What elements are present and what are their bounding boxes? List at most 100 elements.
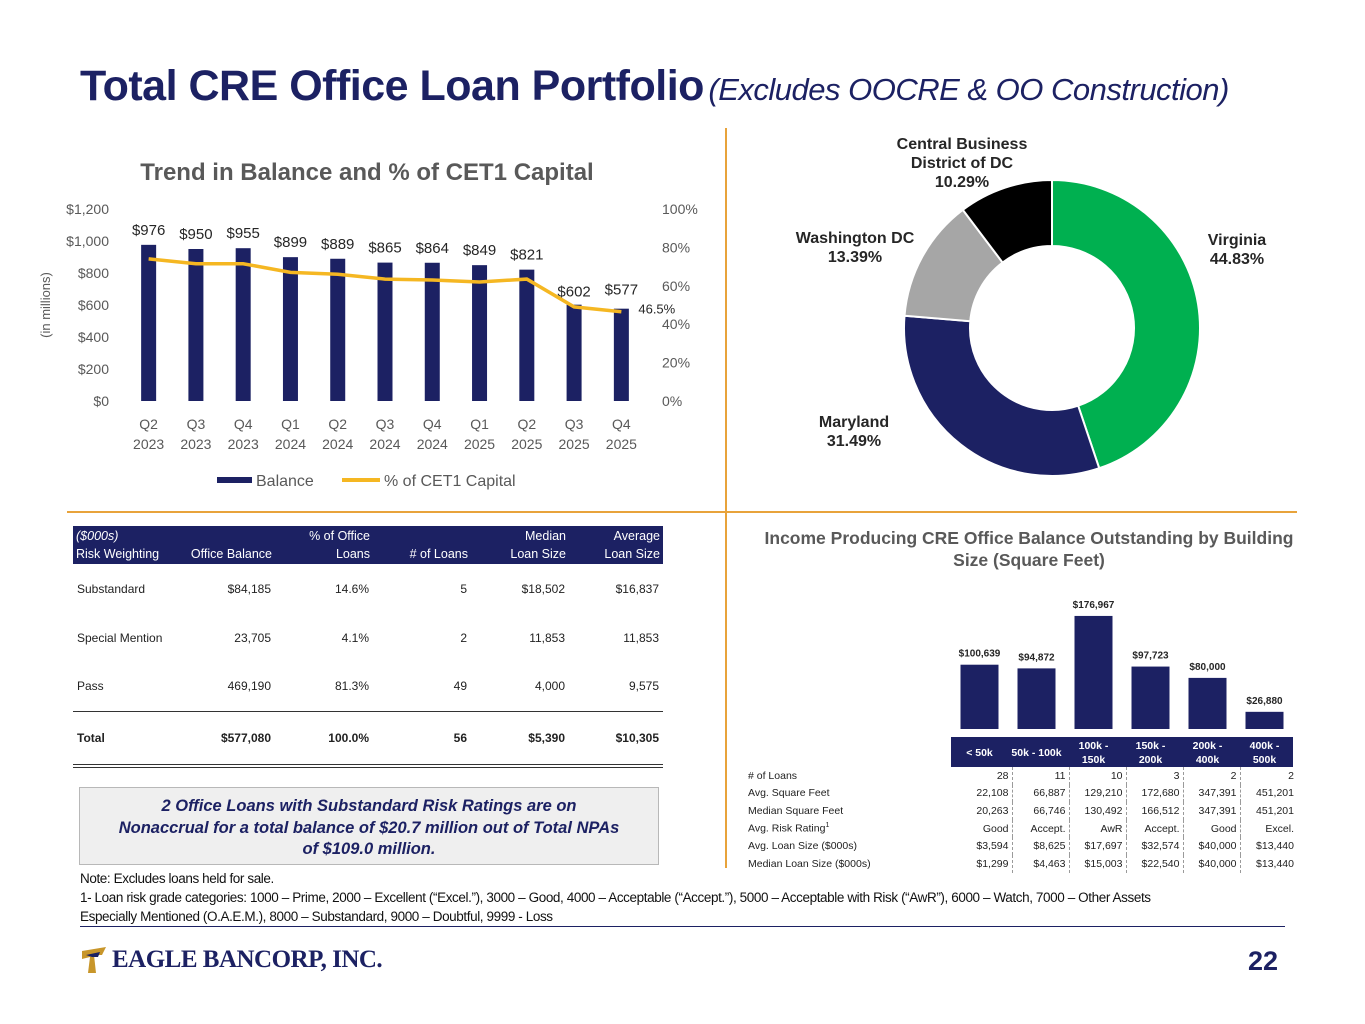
y2-tick-label: 60% <box>662 278 690 294</box>
building-cell: 129,210 <box>1068 784 1126 803</box>
x-tick-label: Q2 <box>139 416 158 432</box>
y2-tick-label: 20% <box>662 355 690 371</box>
cell: 4,000 <box>534 679 565 694</box>
building-cell: 11 <box>1011 767 1069 785</box>
header-average-loan-size: Average Loan Size <box>569 526 663 564</box>
building-bar <box>960 664 999 729</box>
cell: Special Mention <box>77 630 163 645</box>
building-cell: 2 <box>1239 767 1297 785</box>
building-size-table: # of Loans 28 11 10 3 2 2 Avg. Square Feet 22,10… <box>745 767 1297 873</box>
cell: 14.6% <box>334 581 369 596</box>
bar-value-label: $821 <box>510 247 543 264</box>
balance-bar <box>472 265 488 401</box>
table-row: Special Mention 23,705 4.1% 2 11,853 11,… <box>73 613 663 662</box>
x-tick-label: 2023 <box>228 436 259 452</box>
cell: 23,705 <box>234 630 271 645</box>
y2-tick-label: 40% <box>662 316 690 332</box>
balance-bar <box>330 258 346 401</box>
building-bar <box>1131 666 1170 729</box>
building-cell: Good <box>1182 819 1240 838</box>
x-tick-label: Q4 <box>423 416 442 432</box>
cell: 5 <box>460 581 467 596</box>
building-category-label: 100k - <box>1079 740 1109 752</box>
building-cell: Accept. <box>1125 819 1183 838</box>
cell: $84,185 <box>227 581 271 596</box>
company-logo: EAGLE BANCORP, INC. <box>80 945 383 975</box>
building-cell: 22,108 <box>976 787 1009 800</box>
note-line: 1- Loan risk grade categories: 1000 – Pr… <box>80 890 1151 905</box>
y2-tick-label: 80% <box>662 239 690 255</box>
cell: 56 <box>373 710 471 768</box>
slice-label: 31.49% <box>827 433 881 450</box>
x-tick-label: Q3 <box>565 416 584 432</box>
building-bar-label: $97,723 <box>1132 651 1169 662</box>
cell: 9,575 <box>628 679 659 694</box>
slice-label: 44.83% <box>1210 251 1264 268</box>
bar-value-label: $602 <box>557 284 590 301</box>
legend-cet1-swatch <box>342 478 380 482</box>
cell: 81.3% <box>334 679 369 694</box>
callout-line: Nonaccrual for a total balance of $20.7 … <box>118 818 620 837</box>
building-table-row: Avg. Risk Rating1 Good Accept. AwR Accept. Go… <box>745 819 1297 838</box>
building-chart-title: Income Producing CRE Office Balance Outs… <box>765 528 1294 548</box>
building-cell: 66,746 <box>1011 802 1069 820</box>
x-tick-label: 2025 <box>559 436 590 452</box>
building-cell: Good <box>982 822 1009 835</box>
building-cell: 3 <box>1125 767 1183 785</box>
building-bar-label: $94,872 <box>1018 652 1055 663</box>
building-row-label: Avg. Loan Size ($000s) <box>748 840 857 853</box>
balance-bar <box>188 249 204 401</box>
bar-value-label: $865 <box>368 240 401 257</box>
slice-label: Maryland <box>819 414 889 431</box>
building-row-label: Median Square Feet <box>748 804 844 817</box>
y2-tick-label: 100% <box>662 201 698 217</box>
building-cell: 347,391 <box>1182 802 1240 820</box>
table-row: Pass 469,190 81.3% 49 4,000 9,575 <box>73 662 663 711</box>
slice-label: Washington DC <box>796 230 915 247</box>
building-cell: 451,201 <box>1239 802 1297 820</box>
balance-bar <box>566 304 582 401</box>
note-line: Note: Excludes loans held for sale. <box>80 871 274 886</box>
cell: $18,502 <box>521 581 565 596</box>
slice-label: Virginia <box>1208 232 1266 249</box>
building-category-label: 500k <box>1253 754 1277 766</box>
x-tick-label: 2023 <box>133 436 164 452</box>
building-cell: 28 <box>996 769 1009 782</box>
building-cell: $40,000 <box>1182 837 1240 855</box>
donut-chart: Virginia 44.83% Maryland 31.49% Washington D… <box>796 136 1266 477</box>
building-bar-label: $80,000 <box>1189 662 1226 673</box>
x-tick-label: Q3 <box>187 416 206 432</box>
x-tick-label: Q1 <box>470 416 489 432</box>
footer-divider <box>80 926 1285 927</box>
building-cell: 347,391 <box>1182 784 1240 803</box>
building-category-label: 50k - 100k <box>1011 747 1061 759</box>
header-num-loans: # of Loans <box>373 526 471 564</box>
cell: 2 <box>460 630 467 645</box>
building-cell: 130,492 <box>1068 802 1126 820</box>
x-tick-label: Q4 <box>234 416 253 432</box>
table-total-row: Total $577,080 100.0% 56 $5,390 $10,305 <box>73 710 663 768</box>
donut-slice <box>1051 178 1201 470</box>
building-cell: 2 <box>1182 767 1240 785</box>
header-median-loan-size: Median Loan Size <box>471 526 569 564</box>
title-main: Total CRE Office Loan Portfolio <box>80 62 704 110</box>
page-number: 22 <box>1248 946 1279 976</box>
balance-bar <box>424 262 440 401</box>
building-cell: 166,512 <box>1125 802 1183 820</box>
balance-bar <box>235 248 251 401</box>
callout-line: 2 Office Loans with Substandard Risk Rat… <box>161 797 577 815</box>
building-bar-label: $100,639 <box>959 649 1001 660</box>
building-row-label: # of Loans <box>748 769 798 782</box>
note-line: Especially Mentioned (O.A.E.M.), 8000 – … <box>80 909 553 924</box>
building-cell: $32,574 <box>1125 837 1183 855</box>
donut-slice <box>961 178 1053 264</box>
balance-bar <box>282 257 298 401</box>
building-cell: 66,887 <box>1011 784 1069 803</box>
building-row-label: Avg. Risk Rating1 <box>748 822 830 835</box>
slice-label: Central Business <box>897 136 1028 153</box>
legend-balance-label: Balance <box>256 473 314 490</box>
nonaccrual-callout: 2 Office Loans with Substandard Risk Rat… <box>79 787 659 865</box>
x-tick-label: Q3 <box>376 416 395 432</box>
building-size-header <box>951 737 1293 767</box>
cell: Total <box>73 710 181 768</box>
